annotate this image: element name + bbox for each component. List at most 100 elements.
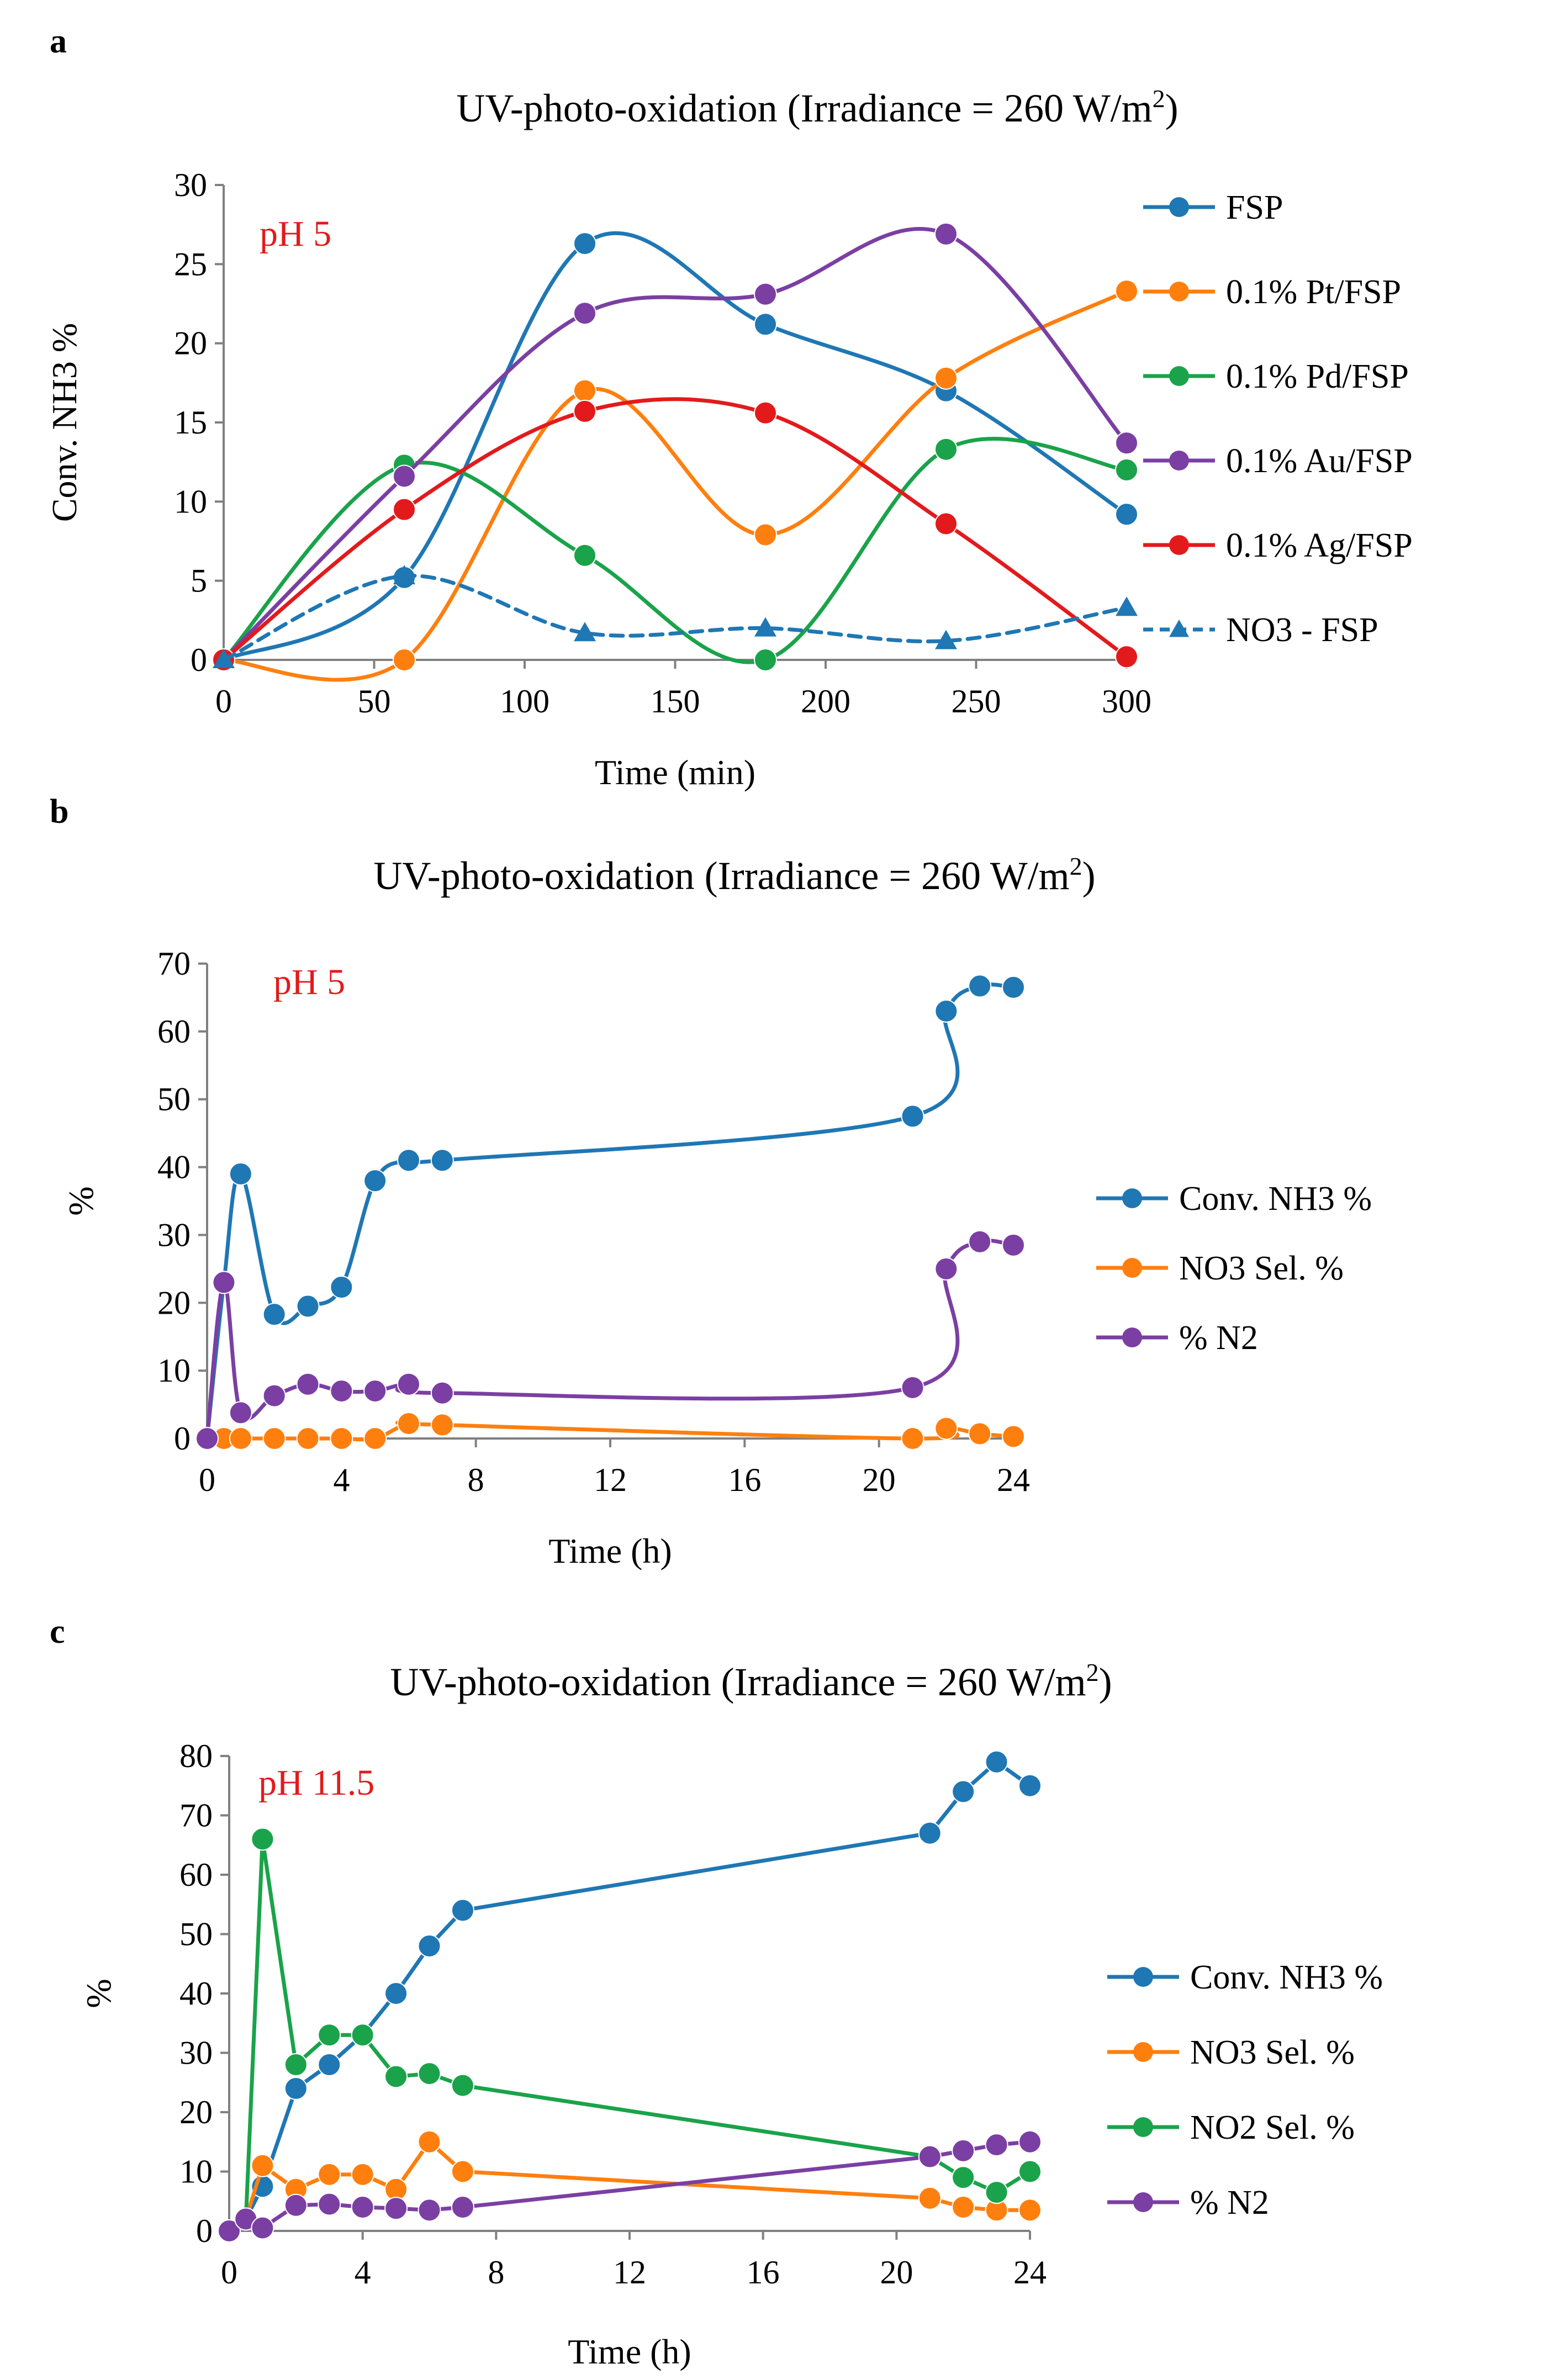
y-tick-label: 70 [179, 1797, 213, 1834]
data-point [393, 648, 416, 671]
y-tick-label: 0 [196, 2213, 213, 2249]
legend-label: NO3 Sel. % [1179, 1250, 1344, 1287]
legend-marker [1169, 366, 1189, 386]
data-point [451, 2196, 474, 2219]
x-tick-label: 20 [880, 2254, 913, 2291]
legend-marker [1122, 1327, 1142, 1347]
ph-annotation: pH 5 [260, 214, 331, 254]
y-tick-label: 50 [157, 1081, 191, 1118]
data-point [330, 1379, 353, 1403]
data-point [397, 1411, 420, 1435]
legend: FSP 0.1% Pt/FSP 0.1% Pd/FSP 0.1% Au/FSP 0.1%… [1143, 189, 1413, 649]
y-tick-label: 10 [179, 2154, 213, 2190]
panel-letter: a [50, 23, 67, 60]
data-point [262, 1303, 286, 1326]
data-point [952, 1780, 975, 1803]
series-line [221, 397, 1129, 662]
y-tick-label: 70 [157, 945, 191, 982]
series-2 [218, 2130, 1042, 2243]
y-axis-label: % [79, 1979, 118, 2008]
x-tick-label: 200 [801, 683, 850, 720]
y-tick-label: 10 [157, 1352, 191, 1389]
data-point [430, 1381, 454, 1405]
x-tick-label: 12 [594, 1462, 627, 1498]
legend-marker [1133, 2192, 1153, 2212]
legend: Conv. NH3 % NO3 Sel. % % N2 [1096, 1180, 1372, 1357]
legend-marker [1169, 535, 1189, 555]
data-point [754, 617, 776, 637]
series-line [221, 436, 1129, 664]
y-tick-label: 50 [179, 1916, 213, 1953]
legend-label: 0.1% Au/FSP [1226, 442, 1413, 480]
legend-marker [1169, 620, 1189, 637]
legend-label: Conv. NH3 % [1179, 1180, 1372, 1218]
data-point [573, 379, 596, 403]
data-point [573, 399, 596, 423]
data-point [229, 1162, 252, 1186]
x-tick-label: 12 [613, 2254, 646, 2291]
chart-title: UV-photo-oxidation (Irradiance = 260 W/m… [390, 1658, 1112, 1704]
data-point [318, 2162, 341, 2186]
y-tick-label: 0 [191, 642, 207, 678]
series-line [221, 289, 1129, 682]
data-point [196, 1427, 219, 1450]
data-point [363, 1427, 387, 1450]
y-tick-label: 80 [179, 1738, 213, 1774]
data-point [284, 2193, 308, 2217]
chart-title: UV-photo-oxidation (Irradiance = 260 W/m… [456, 84, 1178, 130]
data-point [1018, 2130, 1042, 2154]
series-line [221, 574, 1129, 662]
panel-letter: c [50, 1613, 65, 1651]
series-4 [218, 2130, 1042, 2243]
y-tick-label: 10 [174, 483, 207, 520]
y-tick-label: 60 [179, 1857, 213, 1893]
y-axis-label: Conv. NH3 % [45, 323, 84, 522]
data-point [393, 464, 416, 488]
chart-panel-a: a UV-photo-oxidation (Irradiance = 260 W/… [45, 23, 1413, 792]
data-point [363, 1379, 387, 1403]
data-point [754, 523, 777, 547]
y-tick-label: 5 [191, 563, 207, 599]
data-point [229, 1401, 252, 1425]
data-point [296, 1294, 320, 1318]
data-point [901, 1104, 924, 1128]
data-point [934, 999, 958, 1023]
x-tick-label: 300 [1102, 683, 1151, 720]
data-point [1115, 503, 1138, 526]
legend-label: NO3 Sel. % [1190, 2034, 1355, 2071]
data-point [968, 1230, 992, 1254]
data-point [384, 1982, 408, 2005]
legend-label: % N2 [1190, 2184, 1269, 2222]
data-point [384, 2197, 408, 2220]
data-point [451, 2160, 474, 2183]
data-point [451, 2074, 474, 2097]
data-point [934, 1257, 958, 1281]
y-tick-label: 20 [157, 1284, 191, 1321]
data-point [754, 282, 777, 306]
series-1 [218, 1750, 1042, 2243]
x-tick-label: 4 [333, 1462, 350, 1498]
data-point [754, 401, 777, 425]
legend-label: Conv. NH3 % [1190, 1959, 1383, 1996]
y-tick-label: 15 [174, 404, 207, 441]
chart-panel-c: c UV-photo-oxidation (Irradiance = 260 W/… [50, 1613, 1383, 2371]
data-point [218, 2219, 241, 2243]
x-tick-label: 0 [199, 1462, 215, 1498]
legend-label: % N2 [1179, 1319, 1258, 1357]
y-tick-label: 40 [179, 1975, 213, 2012]
data-point [318, 2192, 341, 2216]
data-point [934, 222, 958, 246]
data-point [393, 565, 415, 585]
x-tick-label: 150 [651, 683, 700, 720]
data-point [418, 2130, 441, 2154]
panel-letter: b [50, 793, 68, 831]
series-line [221, 231, 1129, 662]
x-tick-label: 20 [863, 1462, 896, 1498]
x-tick-label: 16 [747, 2254, 780, 2291]
y-tick-label: 20 [179, 2094, 213, 2130]
x-tick-label: 0 [215, 683, 232, 720]
data-point [1116, 596, 1138, 616]
x-tick-label: 4 [355, 2254, 371, 2291]
data-point [935, 630, 957, 649]
x-axis-label: Time (h) [568, 2332, 691, 2371]
